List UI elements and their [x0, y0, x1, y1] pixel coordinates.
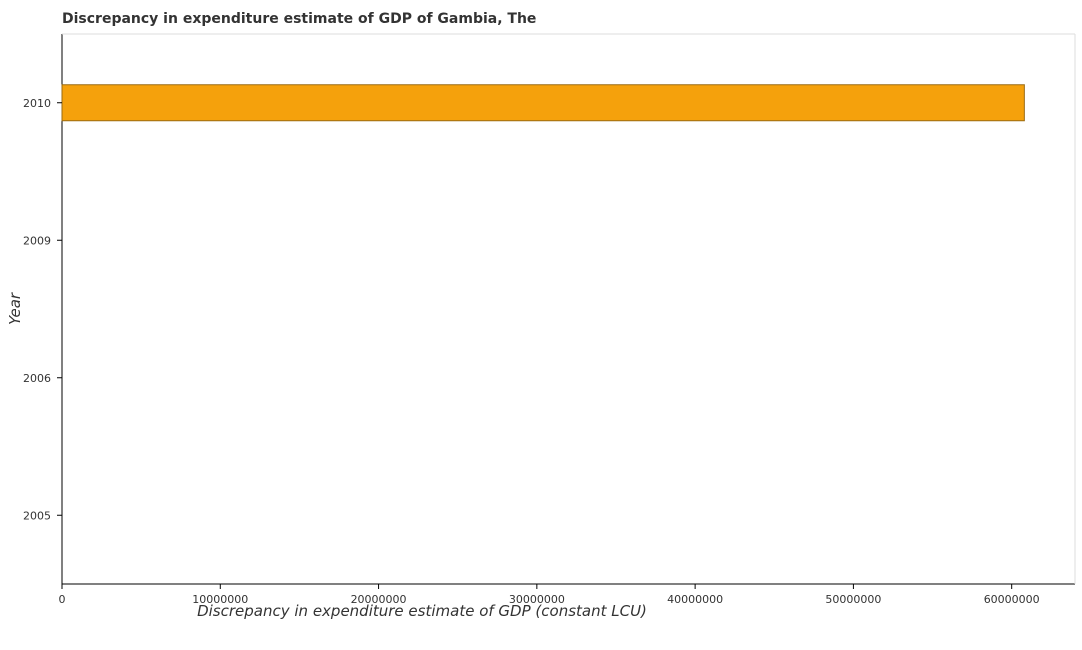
- x-tick-label: 40000000: [667, 593, 723, 606]
- bar-2010: [61, 84, 1025, 122]
- chart-title: Discrepancy in expenditure estimate of G…: [62, 11, 536, 27]
- x-tick-label: 0: [59, 593, 66, 606]
- x-tick-label: 60000000: [984, 593, 1040, 606]
- bars-group: [61, 84, 1025, 122]
- plot-area: [61, 33, 1076, 585]
- y-axis-label: Year: [6, 292, 24, 325]
- x-tick-label: 10000000: [192, 593, 248, 606]
- x-tick-label: 20000000: [351, 593, 407, 606]
- x-axis-ticks: 0 10000000 20000000 30000000 40000000 5000000…: [59, 584, 1040, 606]
- y-tick-label: 2005: [23, 509, 51, 522]
- y-axis-ticks: 2005 2006 2009 2010: [23, 97, 62, 522]
- x-tick-label: 30000000: [509, 593, 565, 606]
- y-tick-label: 2006: [23, 372, 51, 385]
- x-axis-label: Discrepancy in expenditure estimate of G…: [197, 602, 647, 620]
- y-tick-label: 2009: [23, 234, 51, 247]
- y-tick-label: 2010: [23, 97, 51, 110]
- x-tick-label: 50000000: [825, 593, 881, 606]
